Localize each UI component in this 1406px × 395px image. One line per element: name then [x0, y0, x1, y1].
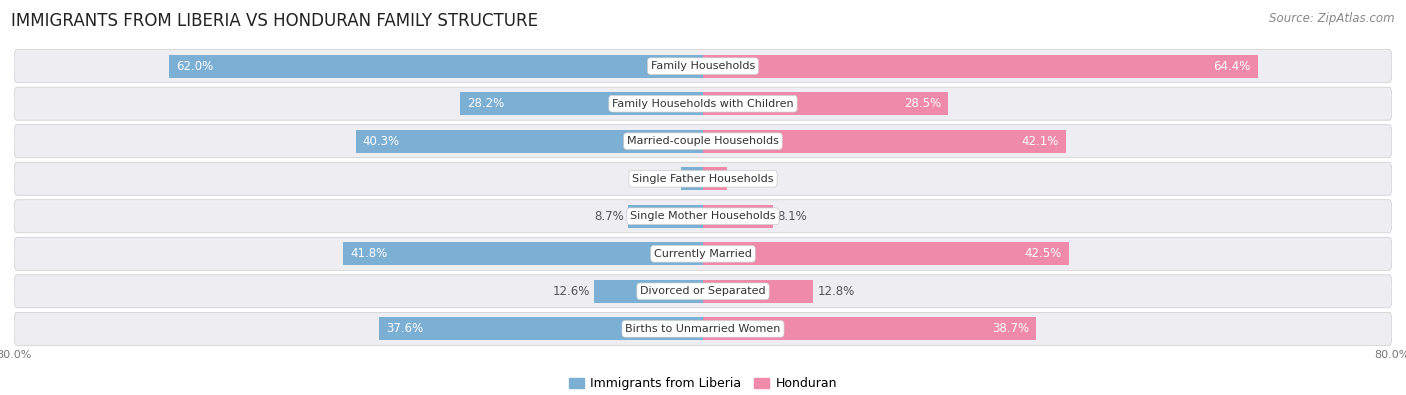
Text: 2.5%: 2.5%: [647, 172, 678, 185]
Bar: [380, 317, 703, 340]
Text: 62.0%: 62.0%: [176, 60, 214, 73]
Bar: [356, 130, 703, 153]
Text: Single Mother Households: Single Mother Households: [630, 211, 776, 221]
FancyBboxPatch shape: [14, 162, 1392, 195]
Bar: [460, 92, 703, 115]
Text: 42.1%: 42.1%: [1021, 135, 1059, 148]
Bar: [703, 130, 1066, 153]
Text: Source: ZipAtlas.com: Source: ZipAtlas.com: [1270, 12, 1395, 25]
Text: 12.6%: 12.6%: [553, 285, 591, 298]
FancyBboxPatch shape: [14, 237, 1392, 270]
Text: Family Households: Family Households: [651, 61, 755, 71]
Text: 12.8%: 12.8%: [817, 285, 855, 298]
Text: 41.8%: 41.8%: [350, 247, 387, 260]
FancyBboxPatch shape: [14, 125, 1392, 158]
Text: Married-couple Households: Married-couple Households: [627, 136, 779, 146]
Legend: Immigrants from Liberia, Honduran: Immigrants from Liberia, Honduran: [564, 372, 842, 395]
Bar: [703, 317, 1036, 340]
Bar: [628, 205, 703, 228]
FancyBboxPatch shape: [14, 50, 1392, 83]
Text: 40.3%: 40.3%: [363, 135, 399, 148]
Bar: [682, 167, 703, 190]
Text: IMMIGRANTS FROM LIBERIA VS HONDURAN FAMILY STRUCTURE: IMMIGRANTS FROM LIBERIA VS HONDURAN FAMI…: [11, 12, 538, 30]
FancyBboxPatch shape: [14, 275, 1392, 308]
Bar: [703, 205, 773, 228]
Text: 42.5%: 42.5%: [1025, 247, 1062, 260]
Text: 28.2%: 28.2%: [467, 97, 505, 110]
FancyBboxPatch shape: [14, 312, 1392, 345]
Text: Currently Married: Currently Married: [654, 249, 752, 259]
Text: Single Father Households: Single Father Households: [633, 174, 773, 184]
Bar: [703, 280, 813, 303]
Bar: [703, 55, 1257, 78]
Bar: [703, 167, 727, 190]
Bar: [703, 242, 1069, 265]
Text: 8.1%: 8.1%: [778, 210, 807, 223]
FancyBboxPatch shape: [14, 200, 1392, 233]
Text: 8.7%: 8.7%: [593, 210, 624, 223]
Bar: [703, 92, 949, 115]
Bar: [595, 280, 703, 303]
Text: Births to Unmarried Women: Births to Unmarried Women: [626, 324, 780, 334]
FancyBboxPatch shape: [14, 87, 1392, 120]
Bar: [343, 242, 703, 265]
Text: 2.8%: 2.8%: [731, 172, 761, 185]
Text: Family Households with Children: Family Households with Children: [612, 99, 794, 109]
Text: 28.5%: 28.5%: [904, 97, 942, 110]
Bar: [169, 55, 703, 78]
Text: 38.7%: 38.7%: [993, 322, 1029, 335]
Text: 64.4%: 64.4%: [1213, 60, 1251, 73]
Text: Divorced or Separated: Divorced or Separated: [640, 286, 766, 296]
Text: 37.6%: 37.6%: [387, 322, 423, 335]
